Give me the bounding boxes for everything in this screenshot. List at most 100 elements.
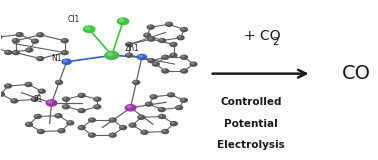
Ellipse shape [140,130,149,135]
Ellipse shape [47,100,53,104]
Ellipse shape [169,53,178,58]
Ellipse shape [10,98,19,104]
Ellipse shape [35,115,39,117]
Ellipse shape [32,97,36,100]
Ellipse shape [88,132,96,138]
Ellipse shape [119,19,124,22]
Ellipse shape [148,25,152,28]
Ellipse shape [181,69,185,72]
Ellipse shape [45,99,57,107]
Ellipse shape [163,55,166,58]
Ellipse shape [180,68,188,74]
Ellipse shape [59,129,62,131]
Ellipse shape [108,132,117,138]
Ellipse shape [149,94,158,100]
Ellipse shape [89,133,93,136]
Ellipse shape [158,114,166,119]
Ellipse shape [129,122,137,128]
Ellipse shape [175,105,183,110]
Ellipse shape [93,104,101,109]
Ellipse shape [79,109,82,111]
Text: N1: N1 [51,54,62,63]
Ellipse shape [137,115,146,120]
Ellipse shape [89,118,93,121]
Ellipse shape [77,93,86,98]
Text: + CO: + CO [243,29,280,43]
Text: 2: 2 [272,37,279,47]
Ellipse shape [138,115,142,118]
Ellipse shape [5,51,9,53]
Ellipse shape [161,129,169,134]
Ellipse shape [85,26,90,30]
Ellipse shape [151,95,155,97]
Ellipse shape [181,98,185,101]
Ellipse shape [62,104,70,109]
Ellipse shape [125,53,133,58]
Ellipse shape [4,83,12,89]
Ellipse shape [138,55,143,58]
Ellipse shape [126,43,130,45]
Text: CO: CO [342,64,371,83]
Ellipse shape [31,38,39,44]
Ellipse shape [149,37,152,40]
Ellipse shape [133,80,137,83]
Ellipse shape [38,88,46,94]
Ellipse shape [37,129,45,134]
Ellipse shape [119,125,127,130]
Ellipse shape [12,38,20,44]
Ellipse shape [56,80,60,83]
Ellipse shape [144,33,148,36]
Ellipse shape [0,92,5,97]
Ellipse shape [36,32,44,37]
Ellipse shape [26,123,30,125]
Ellipse shape [93,96,101,102]
Ellipse shape [170,121,178,126]
Text: Potential: Potential [224,119,278,129]
Ellipse shape [107,52,113,56]
Ellipse shape [180,98,188,103]
Ellipse shape [169,42,178,47]
Ellipse shape [143,32,152,38]
Ellipse shape [159,108,163,110]
Ellipse shape [36,56,44,61]
Ellipse shape [125,42,133,47]
Ellipse shape [57,128,66,133]
Ellipse shape [62,39,65,41]
Ellipse shape [4,50,12,55]
Ellipse shape [162,130,166,132]
Ellipse shape [32,39,36,42]
Ellipse shape [5,84,9,87]
Ellipse shape [161,55,169,60]
Text: P1: P1 [34,95,43,104]
Ellipse shape [163,69,166,72]
Ellipse shape [117,17,130,25]
Ellipse shape [79,93,82,96]
Ellipse shape [25,122,33,127]
Ellipse shape [180,27,188,32]
Text: Controlled: Controlled [220,97,282,107]
Ellipse shape [38,130,42,132]
Ellipse shape [181,55,185,58]
Ellipse shape [166,22,170,25]
Ellipse shape [26,83,29,85]
Ellipse shape [37,57,41,59]
Ellipse shape [63,97,67,100]
Text: Zn1: Zn1 [125,44,140,53]
Ellipse shape [67,121,71,123]
Ellipse shape [94,97,98,100]
Ellipse shape [158,38,166,43]
Ellipse shape [189,61,198,67]
Ellipse shape [137,54,147,60]
Ellipse shape [147,58,155,63]
Ellipse shape [160,39,163,41]
Ellipse shape [63,59,68,62]
Ellipse shape [31,97,39,102]
Ellipse shape [11,99,15,101]
Ellipse shape [24,82,33,87]
Ellipse shape [168,93,172,95]
Ellipse shape [126,53,130,56]
Ellipse shape [34,114,42,119]
Ellipse shape [181,28,185,30]
Ellipse shape [171,122,175,124]
Ellipse shape [63,105,67,107]
